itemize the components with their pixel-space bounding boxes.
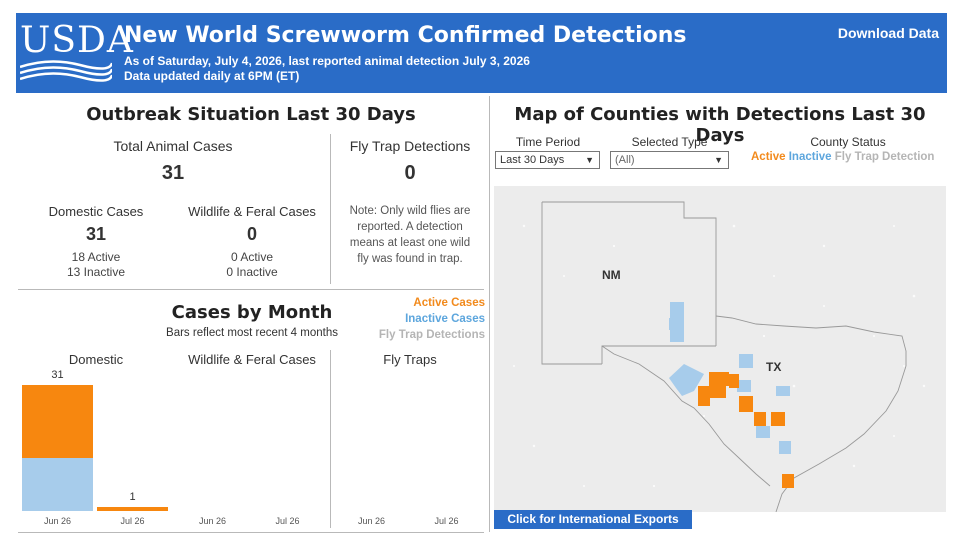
inactive-bar[interactable] <box>22 458 93 511</box>
time-period-label: Time Period <box>515 135 581 149</box>
county-map[interactable]: NM TX <box>494 186 946 512</box>
bar-total-label: 31 <box>51 369 64 381</box>
selected-type-label: Selected Type <box>631 135 708 149</box>
cases-by-month-subtitle: Bars reflect most recent 4 months <box>166 327 338 339</box>
divider <box>18 532 484 533</box>
selected-type-value: (All) <box>615 154 635 166</box>
month-tick-label: Jun 26 <box>357 516 386 526</box>
active-bar[interactable] <box>22 385 93 459</box>
bar-total-label: 1 <box>129 490 136 503</box>
month-tick-label: Jul 26 <box>434 516 459 526</box>
month-tick-label: Jul 26 <box>275 516 300 526</box>
chevron-down-icon: ▼ <box>585 155 594 165</box>
divider <box>489 96 490 532</box>
status-inactive[interactable]: Inactive <box>788 151 832 163</box>
fly-trap-note: Note: Only wild flies are reported. A de… <box>332 203 488 267</box>
domestic-active: 18 Active <box>71 250 121 264</box>
download-data-button[interactable]: Download Data <box>837 25 939 41</box>
usda-logo-text: USDA <box>20 20 134 61</box>
usda-logo-waves <box>20 60 112 82</box>
month-tick-label: Jun 26 <box>198 516 227 526</box>
legend-fly-trap: Fly Trap Detections <box>378 329 485 341</box>
panel-label-fly-traps: Fly Traps <box>383 352 437 367</box>
time-period-value: Last 30 Days <box>500 154 565 166</box>
month-tick-label: Jul 26 <box>120 516 145 526</box>
cases-by-month-title: Cases by Month <box>171 302 333 323</box>
fly-note-line: reported. A detection <box>357 221 463 233</box>
time-period-select[interactable]: Last 30 Days ▼ <box>495 151 600 169</box>
active-counties <box>698 372 794 488</box>
total-cases-label: Total Animal Cases <box>113 138 233 154</box>
map-title: Map of Counties with Detections Last 30 … <box>514 104 926 146</box>
legend-active-cases: Active Cases <box>413 297 485 309</box>
map-texture <box>513 224 926 488</box>
wildlife-active: 0 Active <box>230 250 274 264</box>
update-note: Data updated daily at 6PM (ET) <box>124 69 300 83</box>
county-status-legend: Active Inactive Fly Trap Detection <box>751 151 934 163</box>
international-exports-button[interactable]: Click for International Exports <box>494 510 692 529</box>
month-tick-label: Jun 26 <box>43 516 72 526</box>
usda-logo: USDA <box>20 21 133 83</box>
inactive-counties <box>669 302 791 454</box>
domestic-inactive: 13 Inactive <box>66 265 126 279</box>
wildlife-cases-value: 0 <box>246 224 257 244</box>
header-banner: USDA New World Screwworm Confirmed Detec… <box>16 13 947 93</box>
state-borders <box>541 201 907 487</box>
fly-note-line: Note: Only wild flies are <box>349 205 471 217</box>
divider <box>18 289 484 290</box>
fly-trap-label: Fly Trap Detections <box>349 138 471 154</box>
state-label-nm: NM <box>602 268 621 282</box>
divider <box>330 134 331 284</box>
as-of-date: As of Saturday, July 4, 2026, last repor… <box>124 54 530 68</box>
texas-coastline <box>775 365 907 512</box>
divider <box>330 350 331 528</box>
page-title: New World Screwworm Confirmed Detections <box>124 23 687 48</box>
map-svg <box>513 201 926 512</box>
wildlife-inactive: 0 Inactive <box>226 265 278 279</box>
total-cases-value: 31 <box>161 162 185 184</box>
chevron-down-icon: ▼ <box>714 155 723 165</box>
county-status-label: County Status <box>810 135 886 149</box>
status-fly-trap[interactable]: Fly Trap Detection <box>834 151 935 163</box>
fly-note-line: means at least one wild <box>349 237 471 249</box>
fly-note-line: fly was found in trap. <box>357 253 463 265</box>
state-label-tx: TX <box>766 360 782 374</box>
domestic-cases-value: 31 <box>85 224 107 244</box>
wildlife-cases-label: Wildlife & Feral Cases <box>188 204 316 219</box>
status-active[interactable]: Active <box>751 151 786 163</box>
domestic-cases-label: Domestic Cases <box>48 204 144 219</box>
panel-label-wildlife: Wildlife & Feral Cases <box>188 352 316 367</box>
selected-type-select[interactable]: (All) ▼ <box>610 151 729 169</box>
legend-inactive-cases: Inactive Cases <box>405 313 485 325</box>
outbreak-title: Outbreak Situation Last 30 Days <box>86 104 416 125</box>
fly-trap-value: 0 <box>404 162 416 184</box>
active-bar[interactable] <box>97 506 168 511</box>
panel-label-domestic: Domestic <box>68 352 124 367</box>
